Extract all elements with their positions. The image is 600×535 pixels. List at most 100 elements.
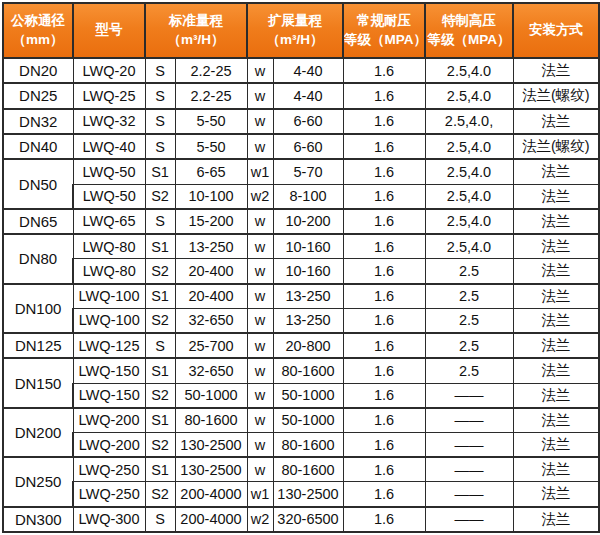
model-cell: LWQ-150 [73, 383, 145, 408]
header-regular-pressure: 常规耐压 等级（MPA） [343, 3, 425, 58]
regular-pressure-cell: 1.6 [343, 109, 425, 134]
regular-pressure-cell: 1.6 [343, 184, 425, 209]
extended-range-cell: 130-2500 [273, 482, 343, 507]
table-row: DN20LWQ-20S2.2-25w4-401.62.5,4.0法兰 [3, 58, 599, 83]
model-cell: LWQ-300 [73, 507, 145, 532]
high-pressure-cell: —— [425, 432, 513, 457]
extended-range-code-cell: w [247, 259, 273, 284]
regular-pressure-cell: 1.6 [343, 209, 425, 234]
standard-range-cell: 15-200 [175, 209, 247, 234]
standard-range-cell: 130-2500 [175, 432, 247, 457]
standard-range-code-cell: S [145, 134, 175, 159]
table-row: DN150LWQ-150S132-650w80-16001.62.5法兰 [3, 358, 599, 383]
header-nominal-diameter-line2: （mm） [4, 31, 72, 49]
high-pressure-cell: 2.5,4.0 [425, 209, 513, 234]
nominal-diameter-cell: DN300 [3, 507, 73, 532]
table-row: DN100LWQ-100S120-400w13-2501.62.5法兰 [3, 284, 599, 309]
install-method-cell: 法兰 [513, 259, 599, 284]
standard-range-code-cell: S [145, 58, 175, 83]
standard-range-cell: 32-650 [175, 358, 247, 383]
regular-pressure-cell: 1.6 [343, 457, 425, 482]
extended-range-code-cell: w2 [247, 184, 273, 209]
install-method-cell: 法兰 [513, 333, 599, 358]
extended-range-code-cell: w [247, 109, 273, 134]
extended-range-cell: 4-40 [273, 58, 343, 83]
high-pressure-cell: —— [425, 507, 513, 532]
standard-range-code-cell: S1 [145, 234, 175, 259]
extended-range-code-cell: w [247, 83, 273, 108]
install-method-cell: 法兰 [513, 507, 599, 532]
table-row: DN200LWQ-200S180-1600w50-10001.6——法兰 [3, 408, 599, 433]
header-standard-range-line2: （m³/H） [146, 31, 246, 49]
header-standard-range-line1: 标准量程 [146, 12, 246, 30]
header-row: 公称通径 （mm） 型号 标准量程 （m³/H） 扩展量程 （m³/H） 常规耐… [3, 3, 599, 58]
model-cell: LWQ-80 [73, 259, 145, 284]
high-pressure-cell: —— [425, 408, 513, 433]
install-method-cell: 法兰 [513, 308, 599, 333]
table-row: DN250LWQ-250S1130-2500w80-16001.6——法兰 [3, 457, 599, 482]
standard-range-cell: 20-400 [175, 284, 247, 309]
regular-pressure-cell: 1.6 [343, 234, 425, 259]
standard-range-code-cell: S2 [145, 259, 175, 284]
extended-range-cell: 4-40 [273, 83, 343, 108]
extended-range-cell: 80-1600 [273, 358, 343, 383]
extended-range-cell: 13-250 [273, 284, 343, 309]
install-method-cell: 法兰 [513, 58, 599, 83]
table-row: LWQ-80S220-400w10-1601.62.5法兰 [3, 259, 599, 284]
regular-pressure-cell: 1.6 [343, 308, 425, 333]
extended-range-cell: 13-250 [273, 308, 343, 333]
standard-range-cell: 25-700 [175, 333, 247, 358]
nominal-diameter-cell: DN200 [3, 408, 73, 457]
standard-range-code-cell: S2 [145, 482, 175, 507]
extended-range-cell: 5-70 [273, 159, 343, 184]
model-cell: LWQ-32 [73, 109, 145, 134]
regular-pressure-cell: 1.6 [343, 134, 425, 159]
standard-range-cell: 6-65 [175, 159, 247, 184]
regular-pressure-cell: 1.6 [343, 383, 425, 408]
header-nominal-diameter: 公称通径 （mm） [3, 3, 73, 58]
header-regular-pressure-line1: 常规耐压 [344, 12, 424, 30]
extended-range-cell: 50-1000 [273, 383, 343, 408]
regular-pressure-cell: 1.6 [343, 432, 425, 457]
high-pressure-cell: 2.5,4.0, [425, 109, 513, 134]
extended-range-cell: 8-100 [273, 184, 343, 209]
install-method-cell: 法兰 [513, 234, 599, 259]
flow-meter-spec-table-wrap: 公称通径 （mm） 型号 标准量程 （m³/H） 扩展量程 （m³/H） 常规耐… [2, 2, 598, 533]
model-cell: LWQ-100 [73, 284, 145, 309]
install-method-cell: 法兰 [513, 209, 599, 234]
standard-range-code-cell: S2 [145, 184, 175, 209]
extended-range-cell: 20-800 [273, 333, 343, 358]
table-row: DN300LWQ-300S200-4000w2320-65001.6——法兰 [3, 507, 599, 532]
extended-range-code-cell: w [247, 209, 273, 234]
standard-range-cell: 20-400 [175, 259, 247, 284]
table-row: DN65LWQ-65S15-200w10-2001.62.5,4.0法兰 [3, 209, 599, 234]
standard-range-code-cell: S [145, 507, 175, 532]
model-cell: LWQ-25 [73, 83, 145, 108]
extended-range-code-cell: w [247, 234, 273, 259]
extended-range-code-cell: w2 [247, 507, 273, 532]
extended-range-cell: 6-60 [273, 109, 343, 134]
nominal-diameter-cell: DN80 [3, 234, 73, 283]
model-cell: LWQ-200 [73, 408, 145, 433]
regular-pressure-cell: 1.6 [343, 284, 425, 309]
regular-pressure-cell: 1.6 [343, 259, 425, 284]
model-cell: LWQ-150 [73, 358, 145, 383]
high-pressure-cell: 2.5,4.0 [425, 184, 513, 209]
regular-pressure-cell: 1.6 [343, 159, 425, 184]
header-install-method: 安装方式 [513, 3, 599, 58]
table-row: LWQ-150S250-1000w50-10001.6——法兰 [3, 383, 599, 408]
header-regular-pressure-line2: 等级（MPA） [344, 31, 424, 49]
model-cell: LWQ-80 [73, 234, 145, 259]
extended-range-cell: 320-6500 [273, 507, 343, 532]
model-cell: LWQ-100 [73, 308, 145, 333]
extended-range-code-cell: w [247, 358, 273, 383]
regular-pressure-cell: 1.6 [343, 482, 425, 507]
model-cell: LWQ-50 [73, 184, 145, 209]
model-cell: LWQ-20 [73, 58, 145, 83]
standard-range-code-cell: S2 [145, 432, 175, 457]
table-row: LWQ-100S232-650w13-2501.62.5法兰 [3, 308, 599, 333]
header-high-pressure: 特制高压 等级（MPA） [425, 3, 513, 58]
standard-range-code-cell: S [145, 83, 175, 108]
nominal-diameter-cell: DN40 [3, 134, 73, 159]
high-pressure-cell: 2.5 [425, 308, 513, 333]
